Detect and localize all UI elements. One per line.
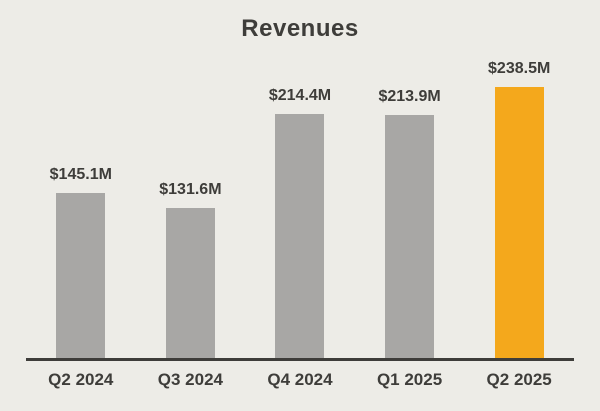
x-axis-label: Q4 2024 bbox=[267, 370, 333, 389]
bar-column: $145.1M bbox=[26, 166, 136, 358]
bar bbox=[165, 208, 215, 358]
bar bbox=[385, 115, 435, 358]
bar-value-label: $145.1M bbox=[49, 166, 112, 183]
bar-value-label: $238.5M bbox=[488, 60, 551, 77]
bar-column: $213.9M bbox=[355, 88, 465, 358]
plot-area: $145.1M $131.6M $214.4M $213.9M $238.5M bbox=[0, 46, 600, 358]
bar-value-label: $213.9M bbox=[378, 88, 441, 105]
chart-title: Revenues bbox=[241, 15, 359, 42]
bar-value-label: $214.4M bbox=[268, 87, 332, 104]
x-axis-label: Q1 2025 bbox=[376, 370, 443, 389]
bar-highlighted bbox=[494, 87, 544, 358]
bar-value-label: $131.6M bbox=[159, 181, 222, 198]
x-axis-label: Q3 2024 bbox=[157, 370, 223, 389]
bar-column: $238.5M bbox=[464, 60, 574, 358]
bar bbox=[275, 114, 325, 358]
bar-column: $214.4M bbox=[245, 87, 355, 358]
x-axis-line bbox=[26, 358, 574, 361]
x-axis-labels: Q2 2024 Q3 2024 Q4 2024 Q1 2025 Q2 2025 bbox=[0, 361, 600, 390]
x-axis-label: Q2 2024 bbox=[48, 370, 114, 389]
bar-column: $131.6M bbox=[136, 181, 246, 358]
x-axis-label: Q2 2025 bbox=[486, 370, 552, 389]
bar bbox=[56, 193, 106, 358]
